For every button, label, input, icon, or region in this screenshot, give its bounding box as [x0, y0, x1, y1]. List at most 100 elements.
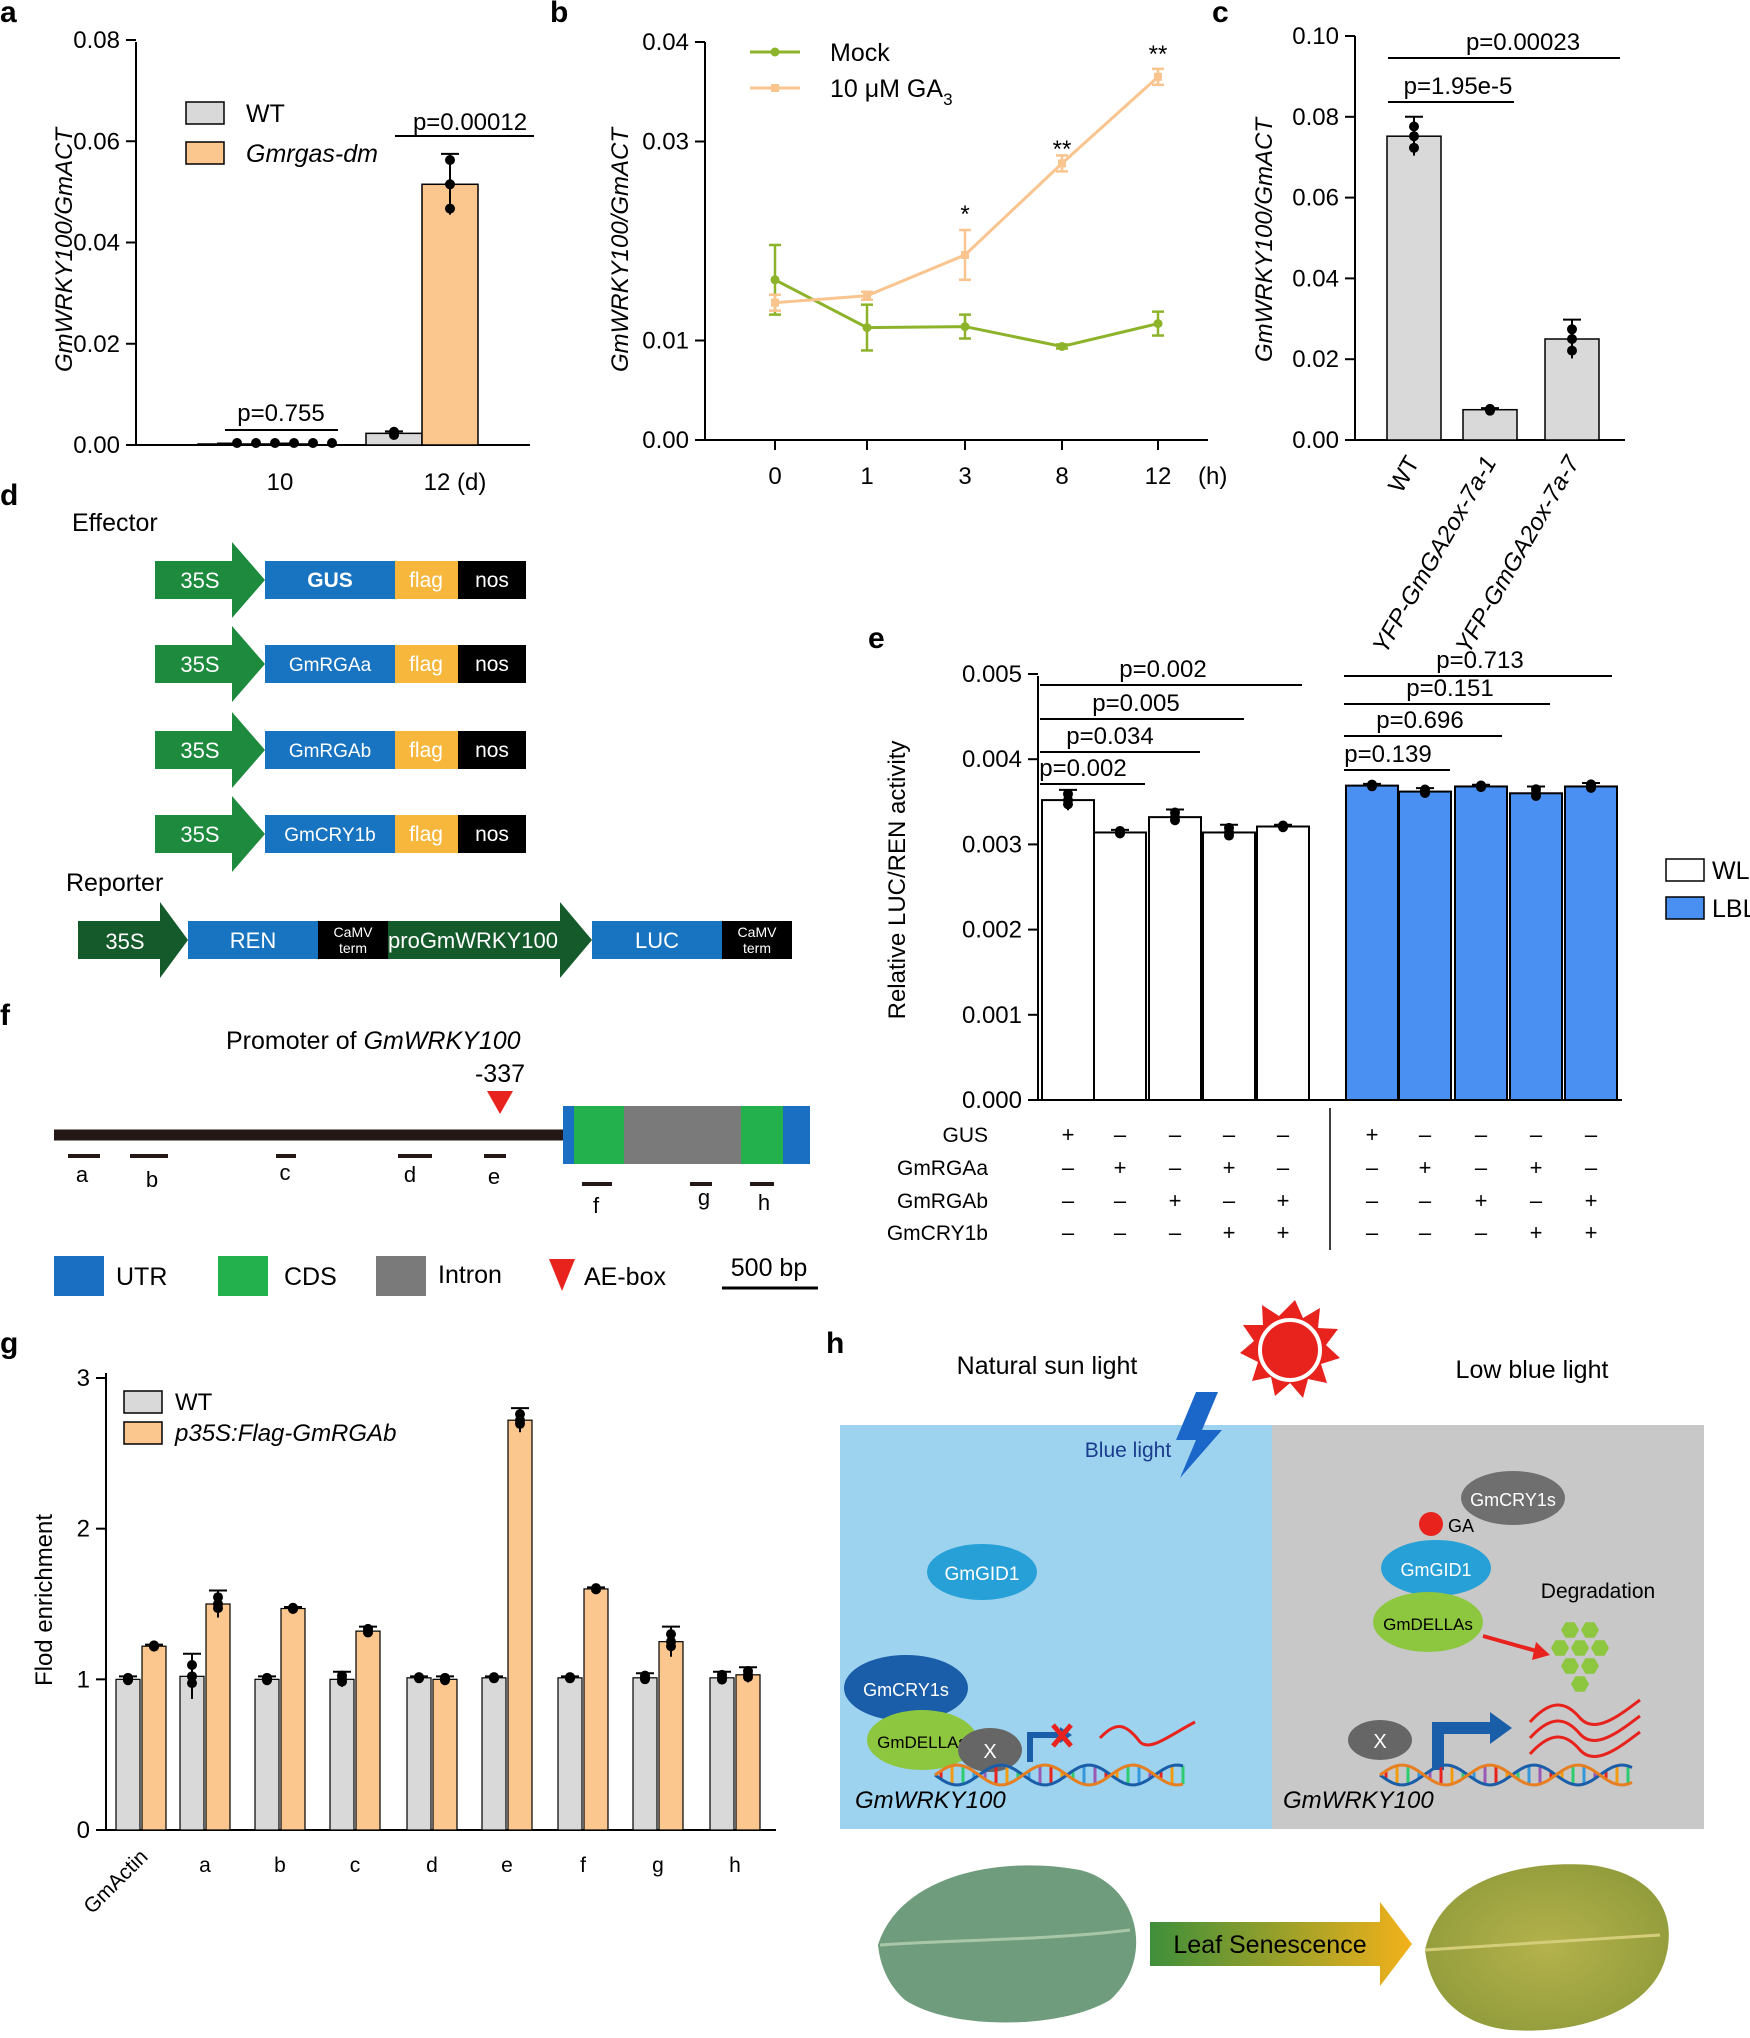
e-cell: – — [1169, 1155, 1182, 1180]
lightning-icon — [1176, 1392, 1222, 1478]
panel-a: a 0.00 0.02 0.04 0.06 0.08 10 12 (d) GmWRKY1… — [0, 0, 534, 496]
dna-right — [1379, 1763, 1633, 1787]
panel-h: h Natural sun light Low blue light Blue … — [826, 1300, 1704, 2031]
degradation-fragment — [1581, 1658, 1599, 1674]
h-right-arrow-head — [1490, 1712, 1512, 1744]
b-point-mock — [862, 323, 872, 333]
g-bar-0-3 — [329, 1678, 355, 1831]
h-right-title: Low blue light — [1456, 1356, 1609, 1384]
b-lines: ***** — [769, 41, 1167, 352]
g-replicate-point — [743, 1672, 753, 1683]
b-ytick-label: 0.00 — [642, 427, 689, 454]
b-legend-ga-sub: 3 — [943, 90, 952, 109]
g-bar-0-4 — [406, 1677, 432, 1831]
b-point-ga — [961, 250, 969, 259]
degradation-fragment — [1571, 1676, 1589, 1692]
e-legend-wl-swatch — [1665, 858, 1705, 882]
degradation-fragment — [1571, 1640, 1589, 1656]
d-flag-box-1 — [395, 645, 458, 683]
g-bars — [115, 1407, 761, 1831]
h-senescence-label: Leaf Senescence — [1173, 1931, 1366, 1959]
b-ytick-label: 0.01 — [642, 328, 689, 355]
b-point-mock — [1057, 341, 1067, 351]
g-replicate-point — [440, 1675, 450, 1686]
e-row-label-0: GUS — [942, 1124, 988, 1147]
g-bar-0-5 — [481, 1677, 507, 1831]
g-ytick-label: 2 — [77, 1516, 90, 1543]
e-cell: – — [1277, 1122, 1290, 1147]
g-xtick-label: a — [199, 1854, 211, 1877]
f-legend-aebox: AE-box — [584, 1263, 666, 1291]
e-cell: – — [1062, 1220, 1075, 1245]
c-replicate-point — [1485, 405, 1495, 416]
e-cell: + — [1530, 1220, 1543, 1245]
h-cry1s-left-label: GmCRY1s — [863, 1680, 949, 1700]
e-cell: – — [1530, 1188, 1543, 1213]
f-region-label-h: h — [758, 1190, 770, 1215]
b-point-ga — [863, 291, 871, 300]
f-title-gene: GmWRKY100 — [364, 1027, 521, 1055]
panel-g: g 0 1 2 3 Flod enrichment GmActin a b c d e f g h W… — [0, 1327, 776, 1918]
f-legend-intron: Intron — [438, 1261, 502, 1289]
h-degradation-arrow — [1482, 1634, 1541, 1654]
c-ytick-label: 0.08 — [1292, 104, 1339, 131]
c-y-label: GmWRKY100/GmACT — [1251, 116, 1278, 362]
e-cell: + — [1475, 1188, 1488, 1213]
h-blue-light: Blue light — [1085, 1439, 1172, 1462]
e-replicate-point — [1367, 781, 1377, 792]
a-replicate-point — [445, 203, 455, 214]
a-xtick-10: 10 — [267, 469, 294, 496]
e-ytick-label: 0.001 — [962, 1002, 1022, 1029]
h-x-right — [1348, 1720, 1412, 1760]
g-bar-1-6 — [583, 1588, 609, 1831]
e-replicate-point — [1531, 791, 1541, 802]
g-replicate-point — [565, 1673, 575, 1684]
e-cell: + — [1114, 1155, 1127, 1180]
e-bar-LBL-3 — [1509, 792, 1563, 1102]
panel-label-b: b — [550, 0, 568, 29]
e-replicate-point — [1586, 782, 1596, 793]
e-row-label-3: GmCRY1b — [887, 1222, 988, 1245]
g-bar-0-1 — [179, 1675, 205, 1831]
c-ytick-label: 0.00 — [1292, 427, 1339, 454]
d-gene-label-0: GUS — [307, 569, 353, 592]
panel-label-f: f — [0, 999, 11, 1032]
h-left-mrna — [1098, 1720, 1196, 1747]
f-region-label-a: a — [76, 1162, 89, 1187]
sun-disk-icon — [1258, 1318, 1322, 1382]
b-line-1 — [774, 75, 1160, 305]
f-title-prefix: Promoter of — [226, 1027, 364, 1055]
f-aebox-marker — [487, 1091, 513, 1114]
d-nos-label-1: nos — [475, 653, 509, 676]
h-degradation: Degradation — [1541, 1580, 1655, 1603]
e-pvalue-0: p=0.002 — [1039, 755, 1126, 782]
c-replicate-point — [1409, 121, 1419, 132]
d-reporter-term2-b: term — [743, 940, 771, 956]
b-xtick-label: 12 — [1145, 463, 1172, 490]
g-y-ticks: 0 1 2 3 — [77, 1365, 106, 1844]
h-left-tss-arrow — [1027, 1732, 1062, 1762]
d-gene-box-3 — [265, 815, 395, 853]
g-xtick-label: d — [426, 1854, 438, 1877]
e-cell: + — [1223, 1155, 1236, 1180]
b-significance: * — [960, 201, 969, 228]
g-ytick-label: 1 — [77, 1666, 90, 1693]
h-gene-right: GmWRKY100 — [1283, 1787, 1434, 1814]
e-ytick-label: 0.002 — [962, 917, 1022, 944]
e-bar-WL-4 — [1256, 825, 1310, 1101]
a-ytick-label: 0.02 — [73, 331, 120, 358]
g-bar-0-7 — [632, 1677, 658, 1831]
h-cry1s-right — [1461, 1471, 1565, 1525]
f-region-label-f: f — [593, 1193, 600, 1218]
d-gene-label-3: GmCRY1b — [284, 825, 376, 846]
b-xtick-label: 0 — [768, 463, 781, 490]
e-cell: – — [1475, 1220, 1488, 1245]
c-ytick-label: 0.10 — [1292, 23, 1339, 50]
e-pvalue-2: p=0.005 — [1092, 690, 1179, 717]
e-cell: + — [1366, 1122, 1379, 1147]
g-replicate-point — [363, 1627, 373, 1638]
e-cell: – — [1062, 1155, 1075, 1180]
e-replicate-point — [1115, 828, 1125, 839]
f-title: Promoter of GmWRKY100 — [226, 1027, 521, 1055]
d-reporter-term1-a: CaMV — [334, 924, 374, 940]
